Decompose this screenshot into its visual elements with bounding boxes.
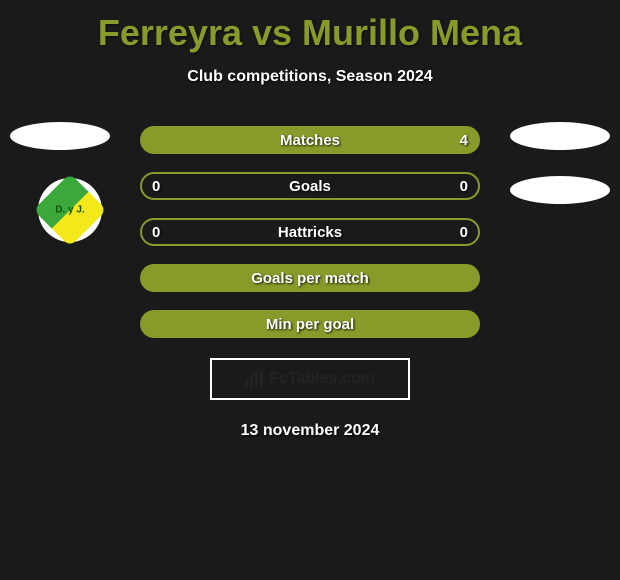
- stat-label: Goals: [289, 178, 331, 195]
- stat-right-value: 0: [450, 178, 468, 195]
- stat-bar: Goals per match: [140, 264, 480, 292]
- watermark-box: FcTables.com: [210, 358, 410, 400]
- stat-label: Matches: [280, 132, 340, 149]
- page-title: Ferreyra vs Murillo Mena: [0, 0, 620, 54]
- club-badge-text: D. y J.: [55, 205, 84, 216]
- club-badge: D. y J.: [38, 178, 102, 242]
- chart-icon: [245, 371, 265, 387]
- stats-area: D. y J. Matches 4 0 Goals 0 0 Hattricks 0 Goals …: [0, 126, 620, 338]
- stat-label: Goals per match: [251, 270, 369, 287]
- stat-left-value: 0: [152, 224, 170, 241]
- subtitle: Club competitions, Season 2024: [0, 68, 620, 86]
- stat-bar: 0 Hattricks 0: [140, 218, 480, 246]
- stat-right-value: 4: [450, 132, 468, 149]
- player-photo-right-placeholder-1: [510, 122, 610, 150]
- stat-bar: 0 Goals 0: [140, 172, 480, 200]
- stat-bar: Min per goal: [140, 310, 480, 338]
- player-photo-left-placeholder: [10, 122, 110, 150]
- watermark-text: FcTables.com: [269, 370, 375, 388]
- stat-bars: Matches 4 0 Goals 0 0 Hattricks 0 Goals per matc…: [140, 126, 480, 338]
- stat-label: Min per goal: [266, 316, 354, 333]
- stat-left-value: 0: [152, 178, 170, 195]
- player-photo-right-placeholder-2: [510, 176, 610, 204]
- stat-bar: Matches 4: [140, 126, 480, 154]
- date-line: 13 november 2024: [0, 422, 620, 440]
- stat-label: Hattricks: [278, 224, 342, 241]
- stat-right-value: 0: [450, 224, 468, 241]
